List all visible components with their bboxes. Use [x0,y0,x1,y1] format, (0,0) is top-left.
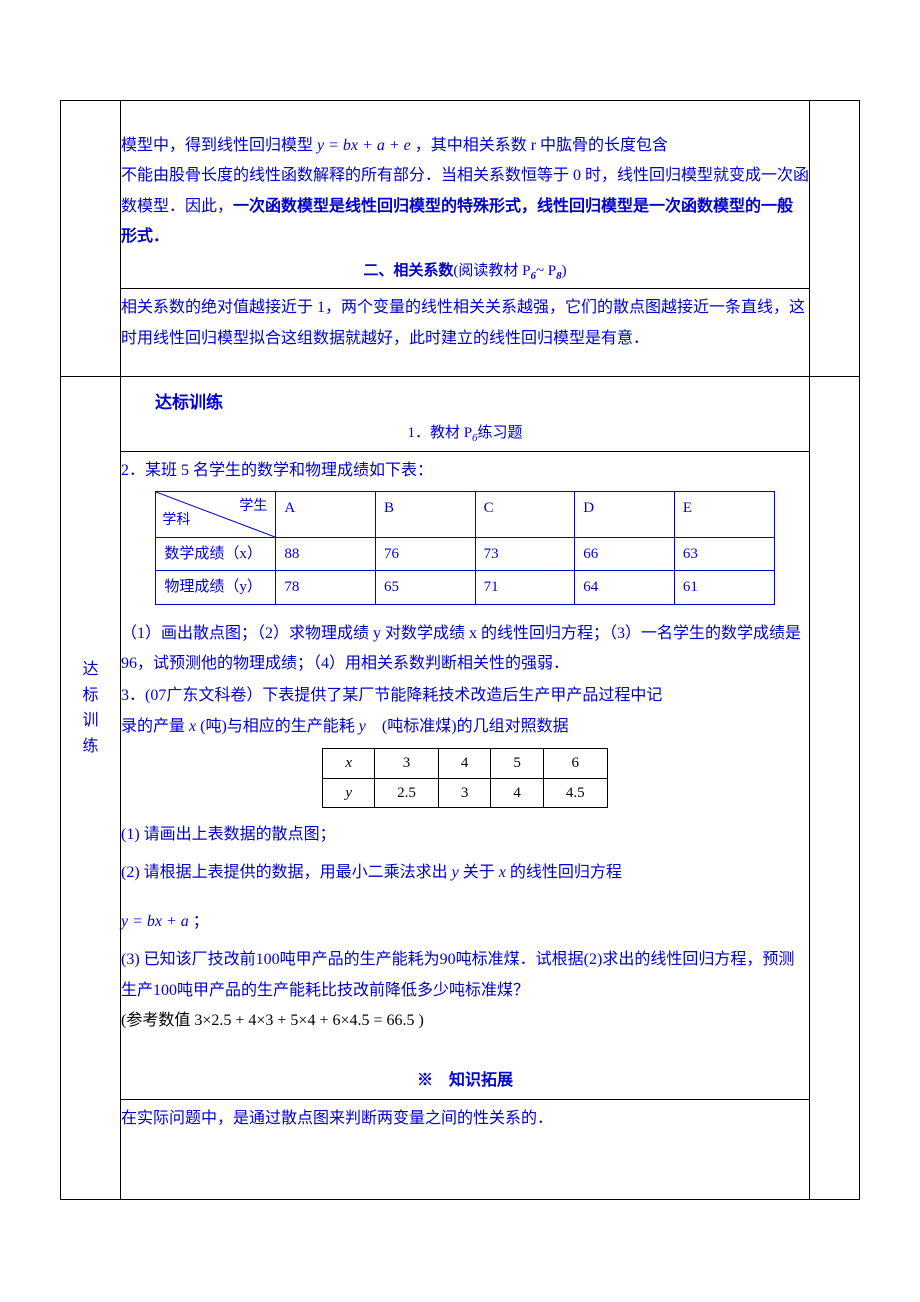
paragraph-model: 模型中，得到线性回归模型 y = bx + a + e ，其中相关系数 r 中肱… [121,131,809,161]
ex1a: 1．教材 P [407,425,472,441]
divider-train [121,451,809,452]
math-0: 88 [276,537,376,571]
student-C: C [475,491,575,537]
math-1: 76 [376,537,476,571]
y0: 2.5 [375,778,439,808]
sec2a: 二、相关系数 [363,263,453,279]
train-title: 达标训练 [121,387,809,419]
diag-top: 学生 [239,494,267,521]
phys-row: 物理成绩（y） 78 65 71 64 61 [156,571,774,605]
upper-left-cell [61,101,121,377]
phys-label: 物理成绩（y） [156,571,276,605]
phys-4: 61 [674,571,774,605]
q2y: y [452,864,459,881]
q2-formula-line: y = bx + a ； [121,907,809,937]
ex2-intro: 2．某班 5 名学生的数学和物理成绩如下表： [121,456,809,486]
x1: 4 [438,749,491,779]
side-label: 达 标 训 练 [61,377,120,759]
sec2b: (阅读教材 P [453,263,530,279]
diag-cell: 学生 学科 [156,491,276,537]
phys-0: 78 [276,571,376,605]
side-char-4: 练 [82,738,98,755]
ex3i2c: (吨标准煤)的几组对照数据 [366,718,569,735]
math-label: 数学成绩（x） [156,537,276,571]
q2b: 关于 [459,864,499,881]
divider-kz [121,1099,809,1100]
ex3i2b: (吨)与相应的生产能耗 [196,718,359,735]
student-A: A [276,491,376,537]
p1a: 模型中，得到线性回归模型 [121,137,313,154]
math-2: 73 [475,537,575,571]
xy-table: x 3 4 5 6 y 2.5 3 4 4.5 [322,748,607,808]
side-char-1: 达 [82,661,98,678]
outer-layout-table: 模型中，得到线性回归模型 y = bx + a + e ，其中相关系数 r 中肱… [60,100,860,1200]
q1: (1) 请画出上表数据的散点图； [121,820,809,850]
xy-xh: x [323,749,375,779]
q2a: (2) 请根据上表提供的数据，用最小二乘法求出 [121,864,452,881]
phys-1: 65 [376,571,476,605]
x3: 6 [543,749,607,779]
p1b: ，其中相关系数 r 中肱骨的长度包含 [415,137,668,154]
side-char-3: 训 [82,712,98,729]
p1-formula: y = bx + a + e [317,137,411,154]
divider-sec2 [121,288,809,289]
ex2-questions: （1）画出散点图；（2）求物理成绩 y 对数学成绩 x 的线性回归方程；（3）一… [121,619,809,680]
paragraph-explain: 不能由股骨长度的线性函数解释的所有部分．当相关系数恒等于 0 时，线性回归模型就… [121,161,809,252]
y1: 3 [438,778,491,808]
side-char-2: 标 [82,687,98,704]
page: 模型中，得到线性回归模型 y = bx + a + e ，其中相关系数 r 中肱… [0,0,920,1302]
sec2mid: ~ P [536,263,556,279]
ex1b: 练习题 [478,425,523,441]
student-B: B [376,491,476,537]
sec2end: ) [562,263,567,279]
kz-text: 在实际问题中，是通过散点图来判断两变量之间的性关系的． [121,1104,809,1134]
student-D: D [575,491,675,537]
ex3i2a: 录的产量 [121,718,189,735]
ex3i2y: y [359,718,366,735]
x0: 3 [375,749,439,779]
ex3-intro2: 录的产量 x (吨)与相应的生产能耗 y (吨标准煤)的几组对照数据 [121,712,809,742]
section2-title: 二、相关系数(阅读教材 P6~ P8) [121,257,809,287]
x2: 5 [491,749,544,779]
diag-bottom: 学科 [162,508,190,535]
phys-3: 64 [575,571,675,605]
q3-ref: (参考数值 3×2.5 + 4×3 + 5×4 + 6×4.5 = 66.5 ) [121,1006,809,1036]
q2f: y = bx + a [121,913,189,930]
math-4: 63 [674,537,774,571]
xy-x-row: x 3 4 5 6 [323,749,607,779]
xy-y-row: y 2.5 3 4 4.5 [323,778,607,808]
math-row: 数学成绩（x） 88 76 73 66 63 [156,537,774,571]
scores-header-row: 学生 学科 A B C D E [156,491,774,537]
lower-right-cell [810,376,860,1199]
phys-2: 71 [475,571,575,605]
q2: (2) 请根据上表提供的数据，用最小二乘法求出 y 关于 x 的线性回归方程 [121,858,809,888]
q2x: x [499,864,506,881]
math-3: 66 [575,537,675,571]
y3: 4.5 [543,778,607,808]
paragraph-corr: 相关系数的绝对值越接近于 1，两个变量的线性相关关系越强，它们的散点图越接近一条… [121,293,809,354]
xy-yh: y [323,778,375,808]
upper-row: 模型中，得到线性回归模型 y = bx + a + e ，其中相关系数 r 中肱… [61,101,860,377]
lower-content-cell: 达标训练 1．教材 P6练习题 2．某班 5 名学生的数学和物理成绩如下表： 学… [121,376,810,1199]
q3: (3) 已知该厂技改前100吨甲产品的生产能耗为90吨标准煤．试根据(2)求出的… [121,945,809,1006]
knowledge-extend-title: ※ 知识拓展 [121,1066,809,1096]
scores-table: 学生 学科 A B C D E 数学成绩（x） 88 76 73 66 63 物… [155,491,774,605]
ex3-intro: 3．(07广东文科卷）下表提供了某厂节能降耗技术改造后生产甲产品过程中记 [121,681,809,711]
q2c: 的线性回归方程 [506,864,622,881]
upper-content-cell: 模型中，得到线性回归模型 y = bx + a + e ，其中相关系数 r 中肱… [121,101,810,377]
ex1: 1．教材 P6练习题 [121,419,809,449]
lower-left-cell: 达 标 训 练 [61,376,121,1199]
lower-row: 达 标 训 练 达标训练 1．教材 P6练习题 2．某班 5 名学生的数学和物理… [61,376,860,1199]
y2: 4 [491,778,544,808]
student-E: E [674,491,774,537]
q2end: ； [189,913,209,930]
upper-right-cell [810,101,860,377]
